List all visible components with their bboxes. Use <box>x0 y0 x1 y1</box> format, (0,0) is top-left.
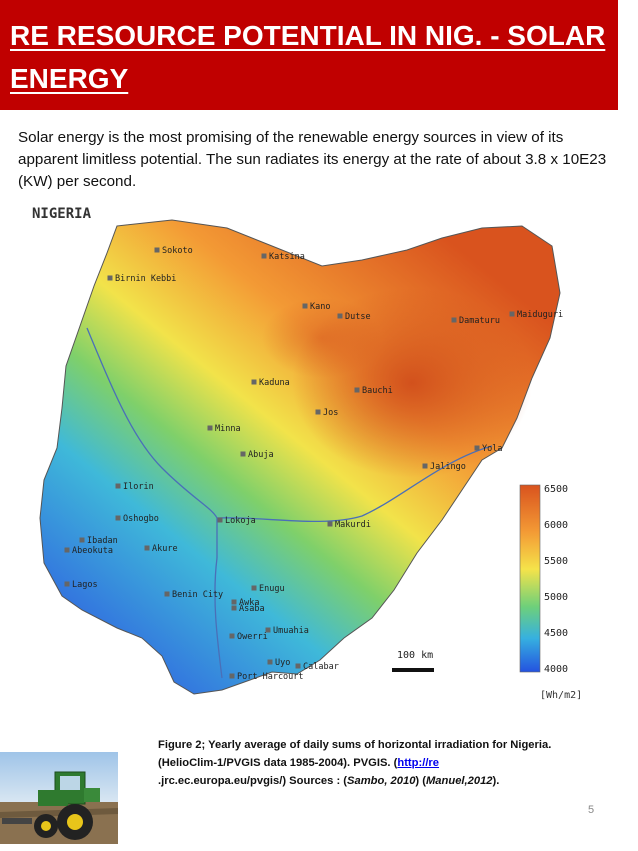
city-label: Abeokuta <box>72 546 113 556</box>
city-marker <box>154 247 160 253</box>
city-label: Abuja <box>248 450 274 460</box>
city-marker <box>265 627 271 633</box>
legend-unit: [Wh/m2] <box>540 690 582 701</box>
city-label: Awka <box>239 598 259 608</box>
city-label: Akure <box>152 544 178 554</box>
city-marker <box>229 633 235 639</box>
lower-niger <box>214 557 223 679</box>
city-label: Katsina <box>269 252 305 262</box>
city-label: Lokoja <box>225 516 256 526</box>
legend-colorbar <box>519 484 541 673</box>
caption-text-3: ) ( <box>415 775 426 787</box>
city-label: Dutse <box>345 312 371 322</box>
city-label: Kaduna <box>259 378 290 388</box>
caption-text-1: Figure 2; Yearly average of daily sums o… <box>158 739 552 769</box>
city-marker <box>251 379 257 385</box>
city-marker <box>302 303 308 309</box>
city-marker <box>231 605 237 611</box>
city-label: Damaturu <box>459 316 500 326</box>
city-label: Jalingo <box>430 462 466 472</box>
city-label: Calabar <box>303 662 339 672</box>
city-marker <box>474 445 480 451</box>
slide-title: RE RESOURCE POTENTIAL IN NIG. - SOLAR EN… <box>10 20 606 94</box>
legend-tick-label: 5000 <box>544 592 568 603</box>
benue-river <box>216 445 493 523</box>
city-marker <box>231 599 237 605</box>
legend-tick-label: 4000 <box>544 664 568 675</box>
city-marker <box>115 515 121 521</box>
caption-text-2: .jrc.ec.europa.eu/pvgis/) Sources : ( <box>158 775 348 787</box>
niger-river <box>86 327 218 558</box>
city-labels: Sokoto Katsina Birnin Kebbi Kano Dutse Damatu… <box>64 246 563 682</box>
caption-text-4: ). <box>492 775 500 787</box>
legend-tick-label: 6000 <box>544 520 568 531</box>
city-label: Maiduguri <box>517 310 563 320</box>
caption-link[interactable]: http://re <box>397 757 440 769</box>
city-marker <box>217 517 223 523</box>
caption-source-1: Sambo, 2010 <box>347 775 416 787</box>
city-marker <box>64 581 70 587</box>
city-label: Sokoto <box>162 246 193 256</box>
legend-tick-label: 4500 <box>544 628 568 639</box>
legend-ticks: 6500 6000 5500 5000 4500 4000 <box>544 484 568 675</box>
city-label: Enugu <box>259 584 285 594</box>
city-marker <box>261 253 267 259</box>
city-label: Oshogbo <box>123 514 159 524</box>
city-label: Ilorin <box>123 482 154 492</box>
city-marker <box>107 275 113 281</box>
scale-bar <box>392 668 434 672</box>
city-label: Bauchi <box>362 386 393 396</box>
city-marker <box>267 659 273 665</box>
city-marker <box>79 537 85 543</box>
city-marker <box>315 409 321 415</box>
city-label: Uyo <box>275 658 290 668</box>
city-marker <box>251 585 257 591</box>
city-marker <box>354 387 360 393</box>
caption-source-2: Manuel,2012 <box>425 775 493 787</box>
city-label: Jos <box>323 408 338 418</box>
city-label: Yola <box>482 444 502 454</box>
city-label: Minna <box>215 424 241 434</box>
city-label: Lagos <box>72 580 98 590</box>
city-label: Umuahia <box>273 626 309 636</box>
intro-text: Solar energy is the most promising of th… <box>18 129 607 190</box>
city-marker <box>509 311 515 317</box>
city-label: Benin City <box>172 590 223 600</box>
city-marker <box>327 521 333 527</box>
city-label: Owerri <box>237 632 268 642</box>
figure-caption: Figure 2; Yearly average of daily sums o… <box>158 736 598 790</box>
city-marker <box>337 313 343 319</box>
city-marker <box>451 317 457 323</box>
city-label: Birnin Kebbi <box>115 274 176 284</box>
tractor-photo <box>0 752 118 844</box>
city-marker <box>164 591 170 597</box>
page-number: 5 <box>588 804 595 816</box>
city-label: Makurdi <box>335 520 371 530</box>
map-title: NIGERIA <box>32 206 92 222</box>
legend-tick-label: 5500 <box>544 556 568 567</box>
city-label: Port Harcourt <box>237 672 304 682</box>
city-marker <box>229 673 235 679</box>
city-marker <box>295 663 301 669</box>
title-banner: RE RESOURCE POTENTIAL IN NIG. - SOLAR EN… <box>0 0 618 110</box>
city-marker <box>207 425 213 431</box>
city-marker <box>64 547 70 553</box>
scale-label: 100 km <box>397 650 433 661</box>
solar-irradiation-map: NIGERIA Sokoto Katsina Birnin Kebbi Kano Dut… <box>32 206 582 701</box>
city-marker <box>115 483 121 489</box>
city-label: Kano <box>310 302 330 312</box>
city-marker <box>422 463 428 469</box>
city-label: Ibadan <box>87 536 118 546</box>
city-marker <box>144 545 150 551</box>
city-label: Asaba <box>239 604 265 614</box>
legend-tick-label: 6500 <box>544 484 568 495</box>
city-marker <box>240 451 246 457</box>
